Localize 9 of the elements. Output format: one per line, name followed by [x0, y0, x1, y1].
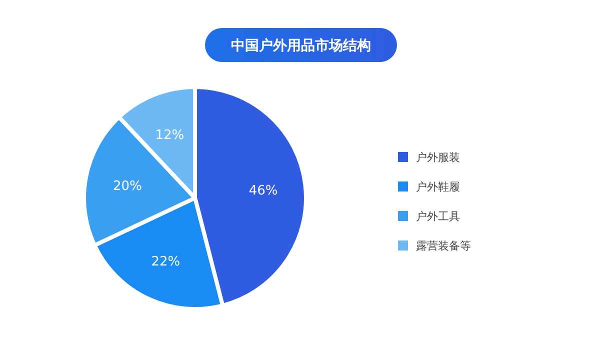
- legend-label: 露营装备等: [416, 240, 471, 252]
- data-label: 22%: [151, 254, 180, 270]
- data-label: 20%: [112, 179, 142, 194]
- legend-label: 户外鞋履: [416, 180, 460, 194]
- data-label: 12%: [155, 128, 184, 144]
- legend-label: 户外服装: [416, 151, 460, 164]
- data-label: 46%: [248, 183, 278, 198]
- chart-title: 中国户外用品市场结构: [231, 37, 371, 54]
- legend-label: 户外工具: [416, 210, 460, 223]
